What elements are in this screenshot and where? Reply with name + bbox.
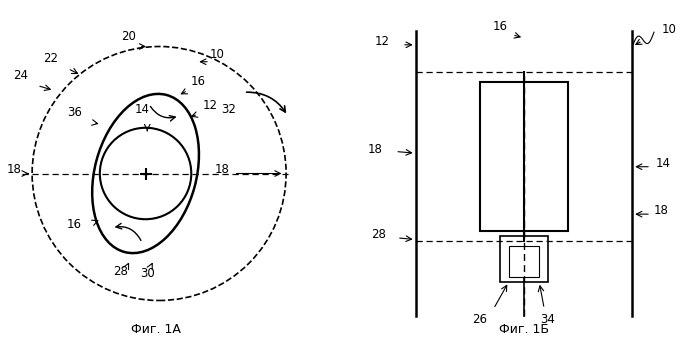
Text: 18: 18	[7, 163, 22, 177]
Text: 18: 18	[215, 163, 230, 177]
Text: 26: 26	[473, 313, 487, 325]
Text: 14: 14	[655, 157, 671, 170]
Text: 28: 28	[113, 265, 127, 278]
Text: 32: 32	[221, 103, 236, 116]
Text: 36: 36	[67, 106, 82, 119]
Text: 18: 18	[368, 143, 382, 156]
Text: 10: 10	[662, 23, 677, 36]
FancyBboxPatch shape	[480, 82, 568, 231]
Text: 24: 24	[13, 69, 28, 82]
Text: 16: 16	[493, 19, 507, 33]
Text: Фиг. 1Б: Фиг. 1Б	[499, 323, 549, 336]
Text: 12: 12	[202, 99, 218, 112]
Text: 16: 16	[190, 75, 206, 88]
Text: 20: 20	[121, 30, 136, 43]
FancyBboxPatch shape	[500, 236, 547, 282]
FancyBboxPatch shape	[509, 246, 539, 277]
Text: 28: 28	[371, 228, 386, 241]
Text: 14: 14	[134, 103, 150, 116]
Text: 18: 18	[654, 204, 668, 217]
Text: 16: 16	[67, 218, 82, 231]
Text: 30: 30	[140, 267, 155, 280]
Text: 12: 12	[374, 35, 389, 48]
Text: 22: 22	[43, 52, 58, 65]
Text: Фиг. 1А: Фиг. 1А	[131, 323, 181, 336]
Text: 34: 34	[540, 313, 555, 325]
Text: 10: 10	[209, 48, 224, 61]
